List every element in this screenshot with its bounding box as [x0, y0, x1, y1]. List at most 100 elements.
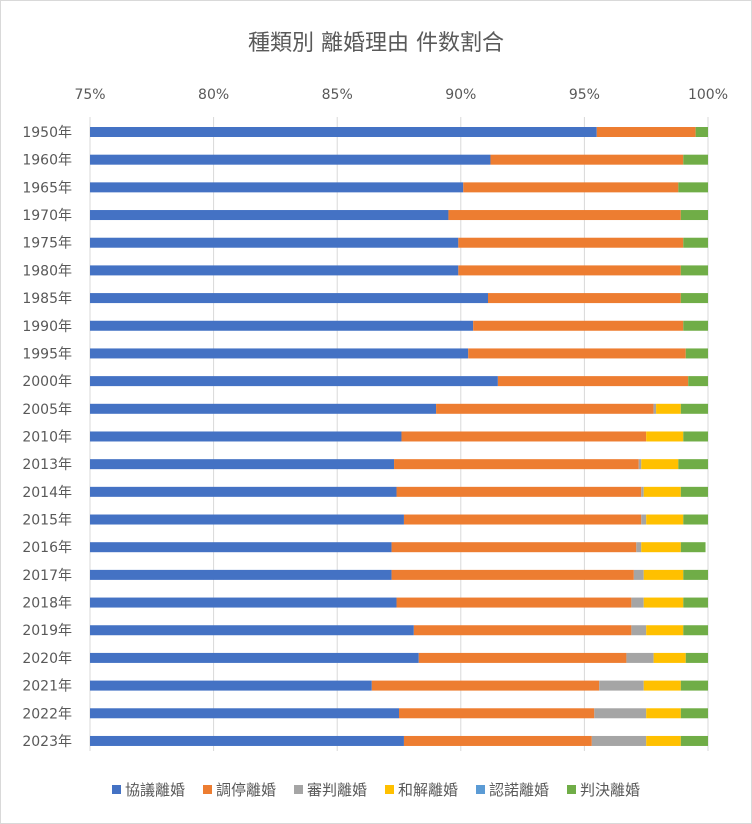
y-category-label: 1975年: [22, 236, 72, 252]
bar-segment: [413, 625, 632, 636]
bar-segment: [678, 459, 708, 470]
y-category-label: 2023年: [22, 734, 72, 750]
y-category-label: 2013年: [22, 457, 72, 473]
bar-segment: [683, 597, 708, 608]
y-category-label: 2014年: [22, 485, 72, 501]
bar-segment: [646, 514, 684, 525]
bar-segment: [678, 182, 708, 193]
bar-segment: [638, 459, 642, 470]
bar-segment: [596, 127, 696, 137]
bar-segment: [656, 403, 681, 414]
bar-segment: [626, 652, 654, 663]
bar-segment: [90, 293, 488, 304]
legend-label: 協議離婚: [124, 781, 185, 799]
bar-segment: [90, 542, 392, 553]
bar-segment: [448, 210, 681, 221]
x-tick-label: 95%: [569, 87, 600, 103]
legend-swatch: [202, 785, 212, 794]
bar-segment: [680, 680, 708, 691]
bar-segment: [641, 542, 681, 553]
bar-segment: [90, 210, 449, 221]
bar-segment: [680, 542, 706, 553]
bar-segment: [403, 514, 642, 525]
legend-item: 協議離婚: [111, 779, 185, 800]
y-category-label: 2000年: [22, 374, 72, 390]
bar-segment: [680, 708, 708, 719]
bar-segment: [646, 735, 681, 746]
bar-segment: [401, 431, 647, 442]
bar-segment: [90, 127, 597, 137]
x-tick-label: 80%: [198, 87, 229, 103]
bar-segment: [685, 652, 708, 663]
bar-segment: [680, 265, 708, 276]
y-category-label: 2022年: [22, 706, 72, 722]
legend-label: 調停離婚: [215, 781, 276, 799]
legend-item: 調停離婚: [202, 779, 276, 800]
bar-segment: [468, 348, 686, 359]
bar-segment: [90, 680, 372, 691]
legend-item: 判決離婚: [567, 779, 640, 800]
y-category-label: 1970年: [22, 208, 72, 224]
y-category-label: 2020年: [22, 651, 72, 667]
bar-segment: [641, 486, 644, 497]
legend-swatch: [476, 785, 486, 794]
y-category-label: 1960年: [22, 153, 72, 169]
bar-segment: [646, 625, 684, 636]
legend-swatch: [385, 785, 394, 794]
bar-segment: [683, 154, 708, 165]
y-category-label: 2015年: [22, 513, 72, 529]
bar-segment: [643, 569, 684, 580]
bar-segment: [463, 182, 679, 193]
bar-segment: [653, 403, 657, 414]
y-category-label: 1985年: [22, 291, 72, 307]
bar-segment: [685, 348, 708, 359]
bar-segment: [458, 237, 684, 248]
bar-segment: [396, 597, 632, 608]
bar-segment: [90, 514, 404, 525]
bar-segment: [90, 652, 419, 663]
bar-segment: [90, 486, 397, 497]
bar-segment: [641, 459, 679, 470]
bar-segment: [641, 514, 647, 525]
bar-segment: [391, 569, 634, 580]
bar-segment: [643, 680, 681, 691]
bar-segment: [636, 542, 642, 553]
legend-label: 認諾離婚: [489, 781, 550, 799]
bar-segment: [90, 431, 402, 442]
bar-segment: [680, 403, 708, 414]
bar-segment: [90, 237, 459, 248]
bar-segment: [646, 431, 684, 442]
legend-label: 和解離婚: [398, 781, 459, 799]
bar-segment: [631, 625, 647, 636]
bar-segment: [90, 403, 437, 414]
legend-swatch: [293, 785, 303, 794]
legend-item: 和解離婚: [385, 779, 458, 800]
y-category-label: 2021年: [22, 679, 72, 695]
bar-segment: [399, 708, 595, 719]
bar-segment: [680, 293, 708, 304]
bar-segment: [90, 569, 392, 580]
bar-segment: [683, 569, 708, 580]
bar-segment: [90, 708, 399, 719]
bar-segment: [391, 542, 637, 553]
bar-segment: [436, 403, 654, 414]
bar-segment: [591, 735, 647, 746]
bar-segment: [90, 182, 464, 193]
legend: 協議離婚 調停離婚 審判離婚 和解離婚 認諾離婚 判決離婚: [1, 779, 751, 800]
bar-segment: [90, 625, 414, 636]
bar-segment: [90, 320, 474, 331]
bar-segment: [680, 486, 708, 497]
y-category-label: 2017年: [22, 568, 72, 584]
x-tick-label: 85%: [322, 87, 353, 103]
bar-segment: [599, 680, 644, 691]
bar-segment: [683, 625, 708, 636]
bar-segment: [418, 652, 627, 663]
bar-segment: [487, 293, 681, 304]
bar-segment: [403, 735, 592, 746]
chart-title: 種類別 離婚理由 件数割合: [248, 31, 504, 56]
bar-segment: [695, 127, 708, 137]
y-category-label: 1965年: [22, 180, 72, 196]
bar-segment: [643, 486, 681, 497]
